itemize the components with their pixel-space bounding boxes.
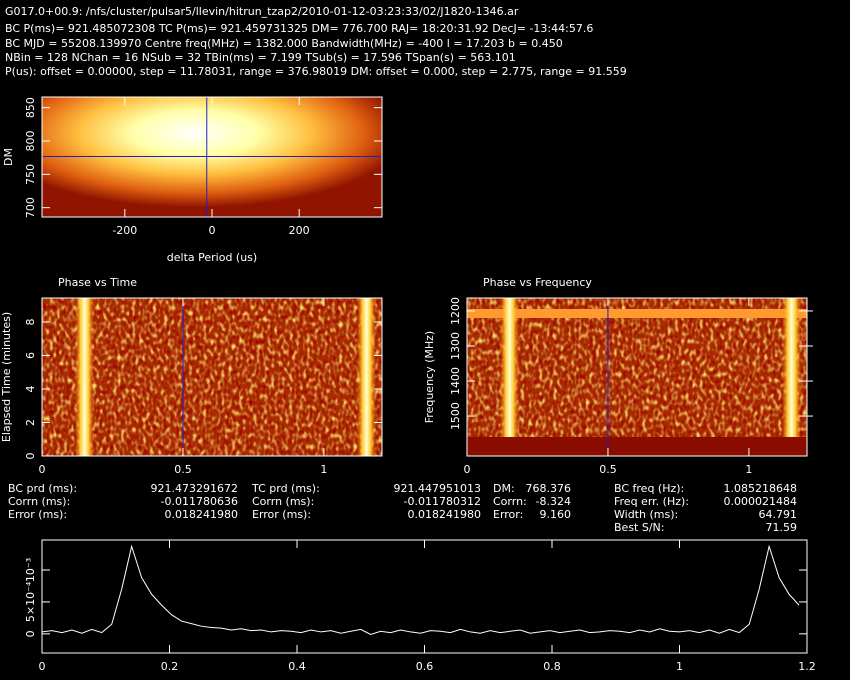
header: G017.0+00.9: /nfs/cluster/pulsar5/llevin… [5,5,627,78]
image-noise [467,298,807,456]
bright-channel [467,309,807,318]
stat-value: 768.376 [526,482,572,495]
stat-label: BC freq (Hz): [614,482,684,495]
y-axis-label: Frequency (MHz) [423,331,436,423]
zapped-channels [467,437,807,456]
stat-value: 921.473291672 [151,482,238,495]
stat-label: Error (ms): [252,508,311,521]
y-tick-label: 5×10⁻⁴ [24,581,37,622]
y-tick-label: 10⁻³ [24,558,37,582]
pulse-band [782,298,801,437]
panel-title: Phase vs Frequency [483,276,592,289]
stat-value: 9.160 [540,508,572,521]
stat-label: Error: [493,508,523,521]
y-axis-label: Elapsed Time (minutes) [0,312,13,442]
y-tick-label: 1400 [449,367,462,395]
y-tick-label: 2 [24,419,37,426]
pulse-band [357,298,376,456]
x-tick-label: 1.2 [798,660,816,673]
stat-value: -0.011780312 [404,495,481,508]
phase-time-image [42,298,382,456]
x-tick-label: 0.2 [161,660,179,673]
x-tick-label: 0 [39,660,46,673]
stat-label: DM: [493,482,515,495]
y-tick-label: 700 [24,197,37,218]
x-tick-label: 1 [320,463,327,476]
y-tick-label: 0 [24,630,37,637]
stat-value: 64.791 [759,508,798,521]
x-tick-label: 1 [745,463,752,476]
pulse-band [500,298,519,437]
x-tick-label: 0.6 [416,660,434,673]
stat-value: 0.018241980 [408,508,481,521]
header-line: P(us): offset = 0.00000, step = 11.78031… [5,65,627,78]
stat-label: TC prd (ms): [251,482,320,495]
x-tick-label: -200 [112,224,137,237]
stat-value: 1.085218648 [724,482,797,495]
plot-frame [466,297,808,457]
profile-line [41,544,800,636]
header-line: BC P(ms)= 921.485072308 TC P(ms)= 921.45… [5,22,593,35]
y-tick-label: 750 [24,164,37,185]
y-axis-label: DM [2,148,15,166]
stat-label: Error (ms): [8,508,67,521]
stat-label: Freq err. (Hz): [614,495,689,508]
x-tick-label: 0 [464,463,471,476]
plot-frame [41,539,808,654]
stat-value: -8.324 [536,495,571,508]
x-axis-label: delta Period (us) [167,251,257,264]
y-tick-label: 4 [24,385,37,392]
stat-value: 921.447951013 [394,482,481,495]
x-tick-label: 0.8 [543,660,561,673]
x-tick-label: 0 [39,463,46,476]
y-tick-label: 850 [24,97,37,118]
y-tick-label: 8 [24,318,37,325]
phase-freq-image [467,298,807,456]
x-tick-label: 0.5 [174,463,192,476]
stat-label: Best S/N: [614,521,664,534]
y-tick-label: 6 [24,352,37,359]
stat-label: BC prd (ms): [8,482,77,495]
x-tick-label: 0.4 [288,660,306,673]
header-line: BC MJD = 55208.139970 Centre freq(MHz) =… [5,37,563,50]
stat-value: 0.018241980 [165,508,238,521]
stat-label: Corrn (ms): [8,495,70,508]
plot-frame [41,297,383,457]
x-tick-label: 200 [289,224,310,237]
stat-value: -0.011780636 [161,495,238,508]
y-tick-label: 1500 [449,402,462,430]
x-tick-label: 1 [676,660,683,673]
panel-title: Phase vs Time [58,276,137,289]
stat-label: Corrn (ms): [252,495,314,508]
y-tick-label: 1200 [449,297,462,325]
stat-label: Width (ms): [614,508,678,521]
stat-label: Corrn: [493,495,527,508]
stat-value: 71.59 [766,521,798,534]
y-tick-label: 0 [24,453,37,460]
pulse-band [75,298,94,456]
x-tick-label: 0.5 [599,463,617,476]
image-noise [42,298,382,456]
header-line: NBin = 128 NChan = 16 NSub = 32 TBin(ms)… [5,51,516,64]
y-tick-label: 800 [24,131,37,152]
y-tick-label: 1300 [449,332,462,360]
stat-value: 0.000021484 [724,495,797,508]
header-line: G017.0+00.9: /nfs/cluster/pulsar5/llevin… [5,5,519,18]
x-tick-label: 0 [209,224,216,237]
